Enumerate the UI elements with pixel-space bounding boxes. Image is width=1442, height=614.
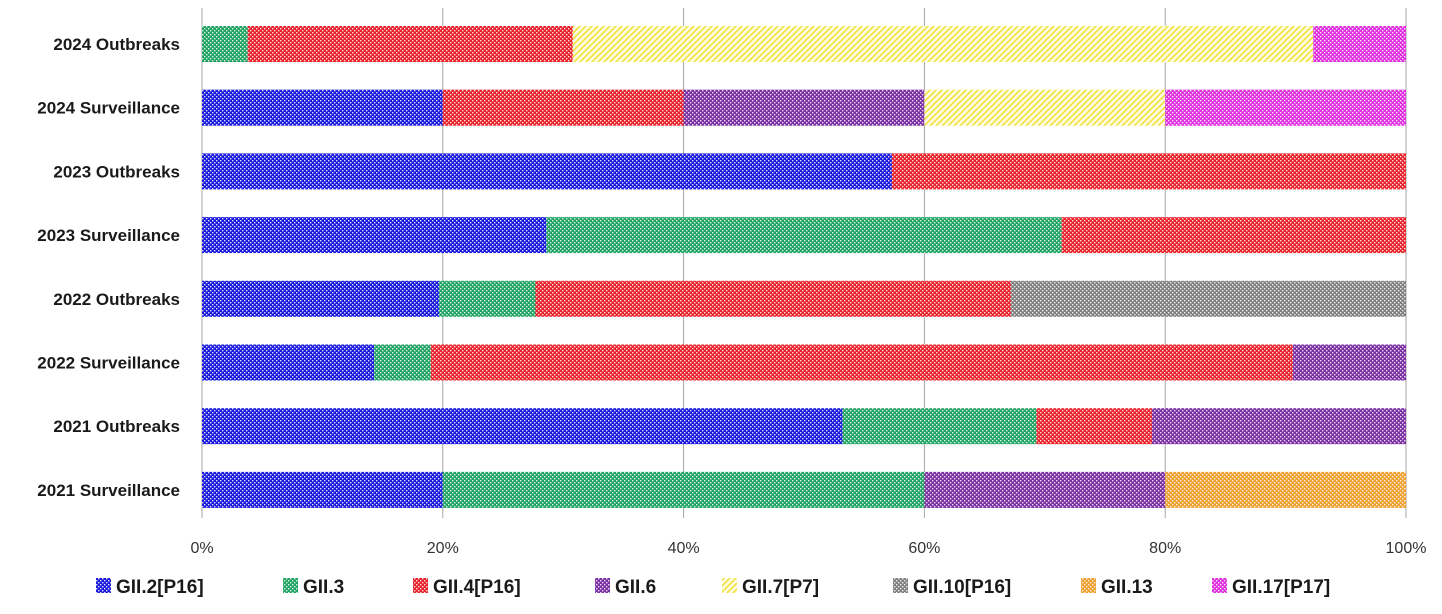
bar-2021-surveillance-gii-6 <box>924 471 1166 508</box>
legend-item-gii-2-p16: GII.2[P16] <box>96 577 204 598</box>
legend-label-gii-2-p16: GII.2[P16] <box>116 577 204 598</box>
legend-swatch-gii-6 <box>595 578 610 593</box>
bar-2023-surveillance-gii-4-p16 <box>1061 217 1406 254</box>
category-label-2021-surveillance: 2021 Surveillance <box>37 481 180 500</box>
legend-item-gii-6: GII.6 <box>595 577 656 598</box>
category-label-2022-outbreaks: 2022 Outbreaks <box>53 290 180 309</box>
category-label-2024-surveillance: 2024 Surveillance <box>37 99 180 118</box>
bar-2022-outbreaks-gii-4-p16 <box>535 280 1012 317</box>
bar-2024-outbreaks-gii-4-p16 <box>247 26 573 62</box>
category-label-2021-outbreaks: 2021 Outbreaks <box>53 417 180 436</box>
legend-label-gii-10-p16: GII.10[P16] <box>913 577 1011 598</box>
bars <box>202 26 1406 508</box>
bar-2021-outbreaks-gii-2-p16 <box>202 408 843 445</box>
legend-item-gii-13: GII.13 <box>1081 577 1153 598</box>
legend-label-gii-6: GII.6 <box>615 577 656 598</box>
bar-2021-outbreaks-gii-6 <box>1151 408 1406 445</box>
bar-2023-surveillance-gii-3 <box>546 217 1062 254</box>
bar-2022-outbreaks-gii-3 <box>439 280 536 317</box>
tick-label-60: 60% <box>908 540 940 557</box>
bar-2024-surveillance-gii-6 <box>683 89 925 126</box>
bar-2022-surveillance-gii-3 <box>374 344 431 381</box>
legend-item-gii-10-p16: GII.10[P16] <box>893 577 1011 598</box>
legend-label-gii-13: GII.13 <box>1101 577 1153 598</box>
legend-label-gii-3: GII.3 <box>303 577 344 598</box>
bar-2023-outbreaks-gii-4-p16 <box>891 153 1406 190</box>
bar-2022-surveillance-gii-2-p16 <box>202 344 375 381</box>
bar-2021-outbreaks-gii-4-p16 <box>1036 408 1152 445</box>
legend-swatch-gii-4-p16 <box>413 578 428 593</box>
bar-2024-surveillance-gii-2-p16 <box>202 89 443 126</box>
tick-label-100: 100% <box>1386 540 1427 557</box>
bar-2022-outbreaks-gii-2-p16 <box>202 280 440 317</box>
legend-item-gii-3: GII.3 <box>283 577 344 598</box>
legend-swatch-gii-3 <box>283 578 298 593</box>
bar-2024-outbreaks-gii-3 <box>202 26 248 62</box>
bar-2023-surveillance-gii-2-p16 <box>202 217 547 254</box>
legend-swatch-gii-7-p7 <box>722 578 737 593</box>
category-labels: 2024 Outbreaks 2024 Surveillance 2023 Outb… <box>37 35 180 500</box>
bar-2024-outbreaks-gii-7-p7 <box>572 26 1314 62</box>
bar-2024-surveillance-gii-7-p7 <box>924 89 1166 126</box>
category-label-2024-outbreaks: 2024 Outbreaks <box>53 35 180 54</box>
legend-item-gii-7-p7: GII.7[P7] <box>722 577 819 598</box>
legend-label-gii-17-p17: GII.17[P17] <box>1232 577 1330 598</box>
legend-swatch-gii-2-p16 <box>96 578 111 593</box>
bar-2024-surveillance-gii-17-p17 <box>1165 89 1406 126</box>
legend-item-gii-17-p17: GII.17[P17] <box>1212 577 1330 598</box>
bar-2021-surveillance-gii-3 <box>442 471 925 508</box>
bar-2021-surveillance-gii-2-p16 <box>202 471 443 508</box>
category-label-2023-surveillance: 2023 Surveillance <box>37 226 180 245</box>
bar-2024-outbreaks-gii-17-p17 <box>1313 26 1406 62</box>
bar-2021-outbreaks-gii-3 <box>842 408 1037 445</box>
legend-item-gii-4-p16: GII.4[P16] <box>413 577 521 598</box>
legend: GII.2[P16] GII.3 GII.4[P16] GII.6 GII.7[P7] G… <box>96 577 1330 598</box>
legend-label-gii-7-p7: GII.7[P7] <box>742 577 819 598</box>
x-axis-ticks: 0% 20% 40% 60% 80% 100% <box>190 540 1426 557</box>
bar-2021-surveillance-gii-13 <box>1165 471 1406 508</box>
legend-swatch-gii-10-p16 <box>893 578 908 593</box>
legend-label-gii-4-p16: GII.4[P16] <box>433 577 521 598</box>
legend-swatch-gii-13 <box>1081 578 1096 593</box>
tick-label-20: 20% <box>427 540 459 557</box>
tick-label-0: 0% <box>190 540 213 557</box>
bar-2022-surveillance-gii-4-p16 <box>430 344 1293 381</box>
bar-2022-outbreaks-gii-10-p16 <box>1011 280 1406 317</box>
category-label-2023-outbreaks: 2023 Outbreaks <box>53 162 180 181</box>
bar-2023-outbreaks-gii-2-p16 <box>202 153 892 190</box>
tick-label-80: 80% <box>1149 540 1181 557</box>
category-label-2022-surveillance: 2022 Surveillance <box>37 354 180 373</box>
bar-2022-surveillance-gii-6 <box>1292 344 1406 381</box>
tick-label-40: 40% <box>668 540 700 557</box>
legend-swatch-gii-17-p17 <box>1212 578 1227 593</box>
bar-2024-surveillance-gii-4-p16 <box>442 89 684 126</box>
